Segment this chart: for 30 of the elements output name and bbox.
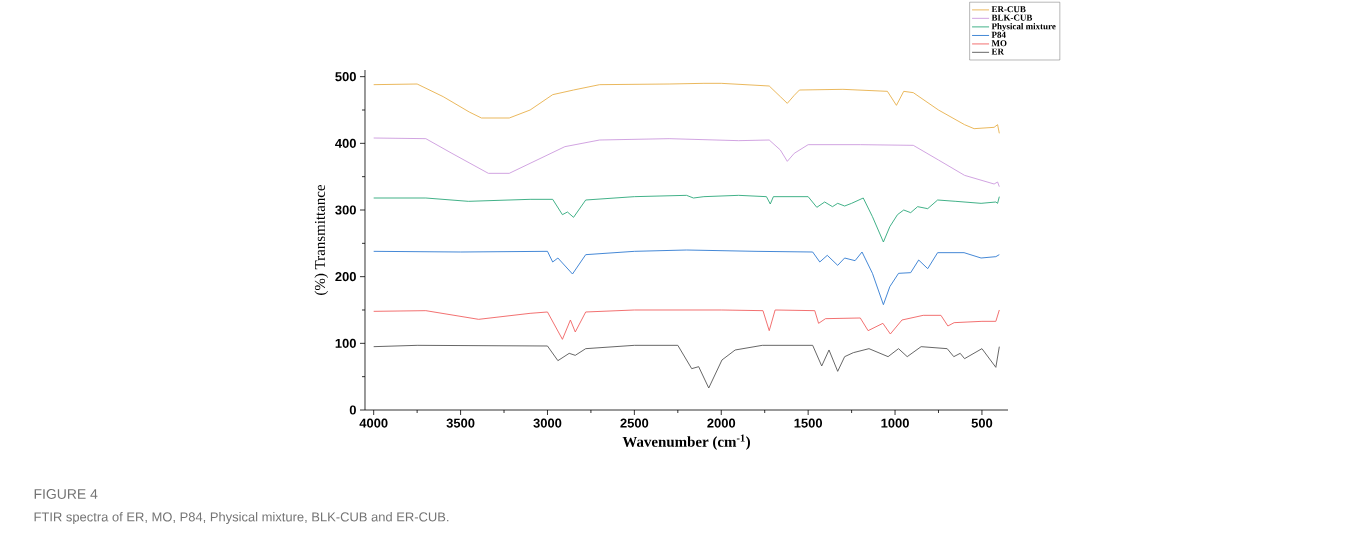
- x-tick-label: 1000: [881, 418, 909, 428]
- line-series: [373, 82, 1000, 134]
- x-tick-label: 3000: [533, 418, 562, 428]
- legend-label: P84: [991, 31, 1006, 38]
- line-series: [373, 344, 1000, 389]
- y-axis-title: (%) Transmittance: [314, 184, 329, 295]
- legend-label: MO: [991, 40, 1007, 47]
- x-tick-label: 1500: [794, 418, 823, 428]
- x-tick-label: 3500: [446, 418, 475, 428]
- y-tick-label: 0: [349, 405, 356, 415]
- x-tick-label: 4000: [359, 418, 388, 428]
- x-tick-label: 500: [971, 418, 993, 428]
- legend-label: ER: [991, 48, 1005, 55]
- legend-label: Physical mixture: [991, 23, 1056, 32]
- y-tick-label: 500: [335, 72, 356, 82]
- x-tick-label: 2500: [620, 418, 649, 428]
- y-tick-label: 300: [335, 205, 356, 215]
- line-series: [373, 309, 1000, 340]
- caption: FIGURE 4: [34, 489, 98, 499]
- y-tick-label: 200: [335, 272, 356, 282]
- line-series: [373, 137, 1000, 188]
- legend-label: BLK-CUB: [991, 14, 1033, 21]
- x-tick-label: 2000: [707, 418, 736, 428]
- y-tick-label: 100: [335, 338, 356, 348]
- legend-label: ER-CUB: [991, 6, 1026, 13]
- line-series: [373, 249, 1000, 306]
- text: FTIR spectra of ER, MO, P84, Physical mixture, BLK-CUB and ER-CUB.: [34, 511, 449, 525]
- line-series: [373, 194, 1000, 243]
- y-tick-label: 400: [335, 138, 356, 148]
- x-axis-title: Wavenumber (cm$^{-1}$): [622, 434, 750, 450]
